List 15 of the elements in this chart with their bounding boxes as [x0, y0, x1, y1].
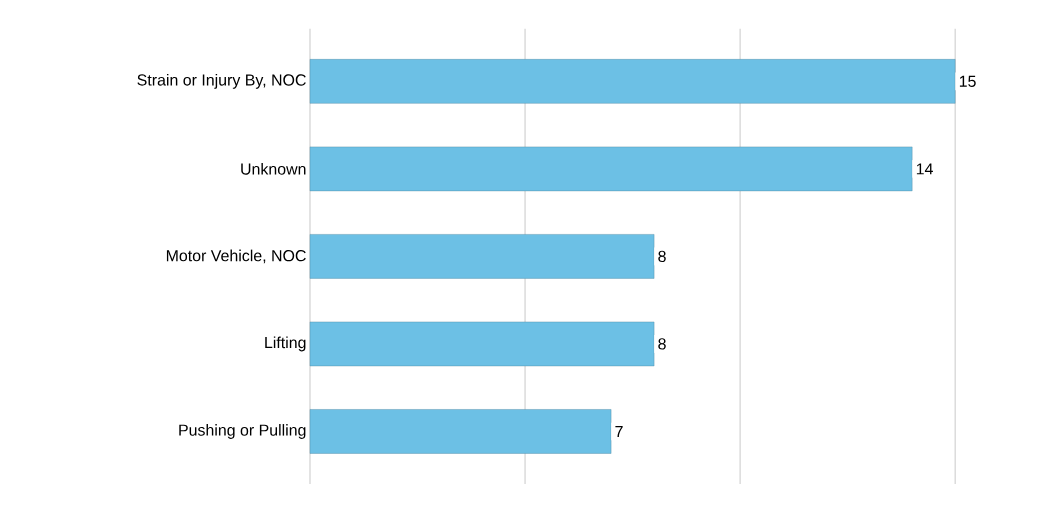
data-label: 14 [916, 163, 933, 175]
data-label: 8 [658, 338, 666, 350]
bar [309, 59, 956, 104]
data-label: 15 [959, 75, 976, 87]
y-tick-label: Unknown [241, 163, 306, 175]
bar [309, 321, 655, 367]
y-tick-label: Strain or Injury By, NOC [137, 73, 306, 89]
data-label: 7 [615, 426, 623, 437]
data-label: 8 [658, 250, 666, 263]
bar [309, 146, 913, 192]
y-tick-label: Lifting [265, 336, 306, 352]
y-tick-label: Pushing or Pulling [179, 424, 306, 439]
y-tick-label: Motor Vehicle, NOC [166, 249, 306, 264]
bar [309, 234, 655, 279]
bar [309, 409, 612, 454]
